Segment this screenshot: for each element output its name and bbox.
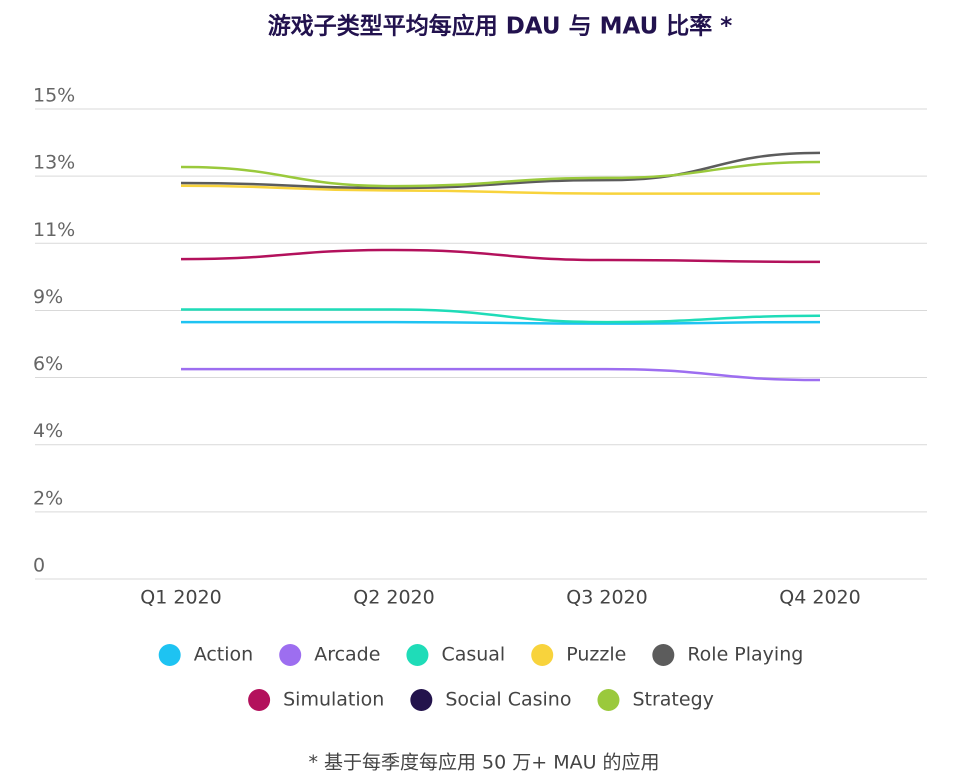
legend-swatch xyxy=(531,644,554,666)
legend-label: Strategy xyxy=(632,689,713,711)
legend-label: Arcade xyxy=(314,644,380,666)
series-line xyxy=(180,320,821,325)
x-tick-label: Q1 2020 xyxy=(140,587,221,609)
legend-item: Simulation xyxy=(248,689,384,711)
legend-item: Puzzle xyxy=(531,644,626,666)
x-tick-label: Q2 2020 xyxy=(353,587,434,609)
legend-label: Action xyxy=(194,644,254,666)
footnote: * 基于每季度每应用 50 万+ MAU 的应用 xyxy=(308,752,659,774)
y-tick-label: 11% xyxy=(33,219,75,241)
y-tick-label: 13% xyxy=(33,152,75,174)
series-line xyxy=(180,184,820,195)
legend-label: Casual xyxy=(441,644,505,666)
legend-swatch xyxy=(158,644,181,666)
legend-item: Casual xyxy=(406,644,505,666)
x-tick-label: Q4 2020 xyxy=(779,587,860,609)
legend-swatch xyxy=(652,644,675,666)
series-line xyxy=(181,308,821,324)
series-line xyxy=(180,248,821,264)
y-tick-label: 2% xyxy=(33,487,63,509)
chart-title: 游戏子类型平均每应用 DAU 与 MAU 比率 * xyxy=(268,13,733,40)
series-line xyxy=(180,160,821,188)
legend-swatch xyxy=(279,644,302,666)
legend-item: Action xyxy=(158,644,254,666)
y-tick-label: 15% xyxy=(33,85,75,107)
legend-item: Strategy xyxy=(597,689,714,711)
legend-label: Role Playing xyxy=(687,644,803,666)
legend-swatch xyxy=(248,689,271,711)
series-line xyxy=(181,367,821,382)
series-line xyxy=(180,151,821,190)
legend-label: Puzzle xyxy=(566,644,626,666)
y-tick-label: 9% xyxy=(33,286,63,308)
x-tick-label: Q3 2020 xyxy=(566,587,647,609)
legend-item: Role Playing xyxy=(652,644,803,666)
y-tick-label: 0 xyxy=(33,555,45,577)
legend-swatch xyxy=(406,644,429,666)
legend-label: Simulation xyxy=(283,689,384,711)
legend-swatch xyxy=(410,689,433,711)
legend-item: Social Casino xyxy=(410,689,571,711)
legend-item: Arcade xyxy=(279,644,380,666)
legend-swatch xyxy=(597,689,620,711)
y-tick-label: 4% xyxy=(33,420,63,442)
y-tick-label: 6% xyxy=(33,353,63,375)
legend-label: Social Casino xyxy=(445,689,571,711)
